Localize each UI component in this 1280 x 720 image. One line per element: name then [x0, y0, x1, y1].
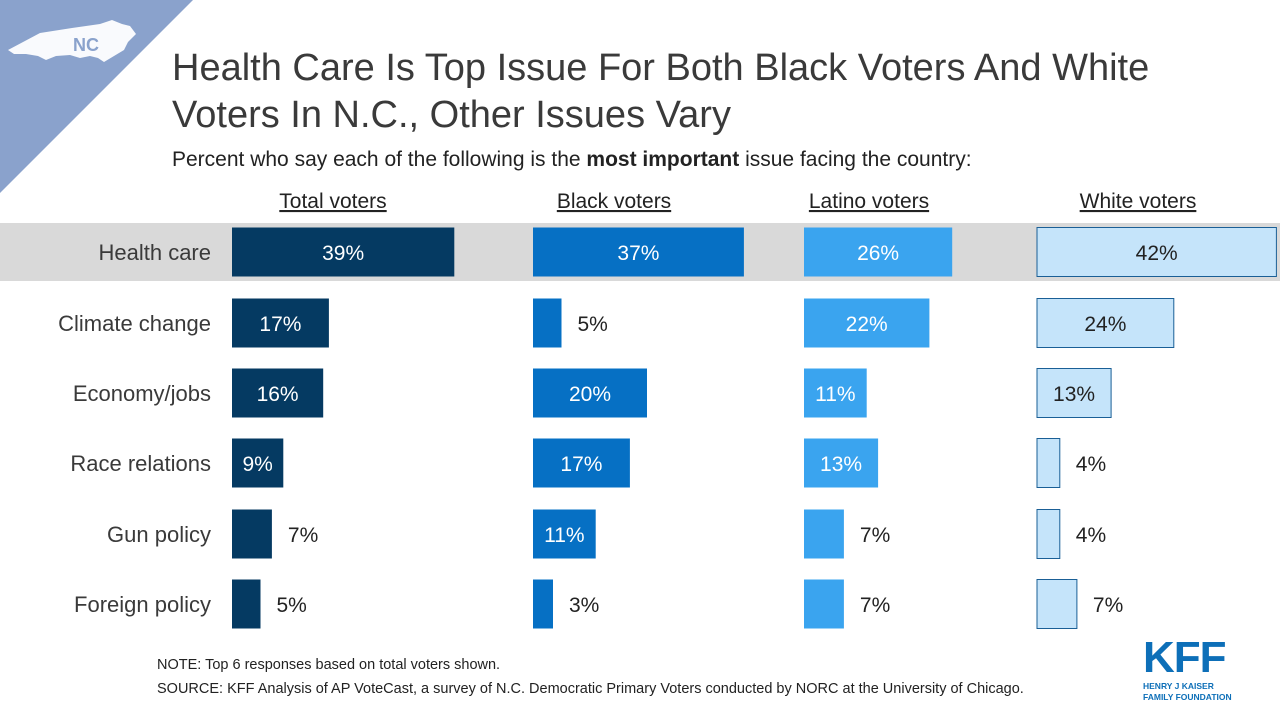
subtitle-pre: Percent who say each of the following is… [172, 148, 587, 171]
panel-header-total: Total voters [279, 190, 386, 213]
logo-line-2: FAMILY FOUNDATION [1143, 692, 1232, 702]
data-label-white: 7% [1093, 594, 1123, 617]
category-label: Health care [98, 240, 211, 265]
bar-total [232, 298, 329, 348]
chart-subtitle: Percent who say each of the following is… [172, 148, 972, 172]
nc-label: NC [73, 35, 99, 55]
bar-white [1036, 227, 1277, 277]
bar-white [1036, 579, 1078, 629]
data-label-latino: 7% [860, 594, 890, 617]
bar-total [232, 438, 284, 488]
data-label-white: 4% [1076, 453, 1106, 476]
data-label-latino: 22% [846, 313, 888, 336]
bar-white [1036, 438, 1061, 488]
bar-latino [804, 368, 867, 418]
data-label-total: 17% [259, 313, 301, 336]
bar-white [1036, 509, 1061, 559]
logo-letters: KFF [1143, 633, 1227, 682]
bar-total [232, 368, 324, 418]
bar-total [232, 579, 261, 629]
data-label-black: 3% [569, 594, 599, 617]
bar-total [232, 509, 272, 559]
data-label-total: 39% [322, 242, 364, 265]
bar-black [533, 227, 744, 277]
kff-logo: KFF HENRY J KAISER FAMILY FOUNDATION [1143, 633, 1238, 703]
bar-black [533, 438, 630, 488]
bar-latino [804, 227, 953, 277]
category-label: Climate change [58, 311, 211, 336]
data-label-total: 16% [257, 383, 299, 406]
bar-black [533, 579, 553, 629]
data-label-total: 9% [242, 453, 272, 476]
bar-latino [804, 298, 930, 348]
category-label: Economy/jobs [73, 381, 211, 406]
footnote-source: SOURCE: KFF Analysis of AP VoteCast, a s… [157, 681, 1024, 697]
bar-total [232, 227, 455, 277]
data-label-black: 37% [617, 242, 659, 265]
panel-header-white: White voters [1080, 190, 1197, 213]
bar-black [533, 509, 596, 559]
nc-corner-badge: NC [0, 0, 193, 193]
bar-black [533, 368, 647, 418]
panel-header-black: Black voters [557, 190, 671, 213]
bar-latino [804, 579, 844, 629]
page-title: Health Care Is Top Issue For Both Black … [172, 47, 1150, 136]
panel-header-latino: Latino voters [809, 190, 929, 213]
data-label-total: 7% [288, 524, 318, 547]
subtitle-post: issue facing the country: [739, 148, 972, 171]
data-label-white: 13% [1053, 383, 1095, 406]
data-label-latino: 7% [860, 524, 890, 547]
data-label-black: 5% [578, 313, 608, 336]
data-label-white: 4% [1076, 524, 1106, 547]
data-label-white: 24% [1084, 313, 1126, 336]
bar-chart: Health care Climate change Economy/jobs Rac… [0, 190, 1280, 629]
bar-white [1036, 368, 1112, 418]
data-label-latino: 11% [815, 383, 855, 406]
data-label-black: 17% [560, 453, 602, 476]
category-label: Race relations [70, 451, 211, 476]
logo-line-1: HENRY J KAISER [1143, 681, 1214, 691]
bar-white [1036, 298, 1175, 348]
category-label: Foreign policy [74, 592, 211, 617]
subtitle-bold: most important [586, 148, 740, 171]
data-label-latino: 13% [820, 453, 862, 476]
bar-latino [804, 509, 844, 559]
bar-black [533, 298, 562, 348]
data-label-white: 42% [1136, 242, 1178, 265]
data-label-black: 20% [569, 383, 611, 406]
nc-state-outline-icon [8, 20, 136, 62]
data-label-total: 5% [277, 594, 307, 617]
category-label: Gun policy [107, 522, 211, 547]
data-label-black: 11% [544, 524, 584, 547]
footnote-note: NOTE: Top 6 responses based on total vot… [157, 657, 501, 673]
bar-latino [804, 438, 879, 488]
data-label-latino: 26% [857, 242, 899, 265]
